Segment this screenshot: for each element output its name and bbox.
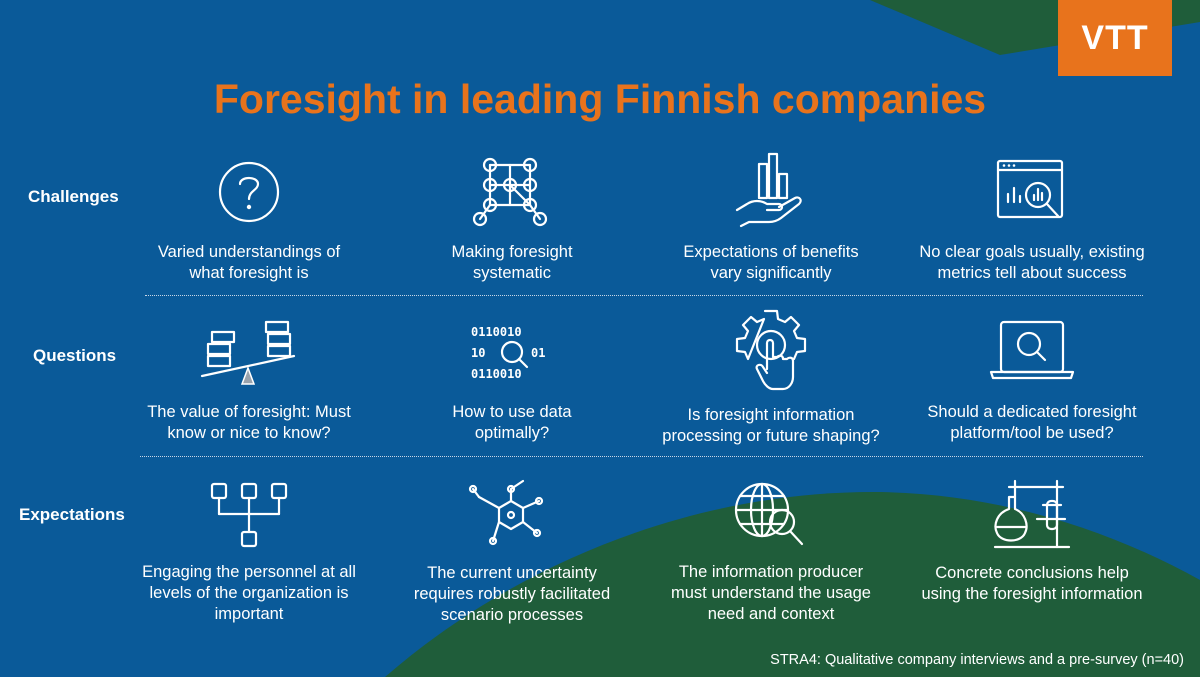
item-text-line: know or nice to know? [167, 424, 331, 442]
row-label-challenges: Challenges [28, 187, 119, 206]
challenge-item: Making foresight systematic [382, 155, 642, 284]
item-text-line: The information producer [678, 563, 864, 581]
item-text-line: vary significantly [710, 264, 832, 282]
binary-data-icon: 0110010 10 01 0110010 [471, 325, 545, 381]
item-text-line: Is foresight information [687, 406, 855, 424]
item-text-line: The value of foresight: Must [147, 403, 351, 421]
gear-touch-icon [735, 309, 807, 391]
question-item: Is foresight information processing or fu… [641, 307, 901, 447]
item-text-line: Engaging the personnel at all [142, 563, 356, 581]
item-text-line: No clear goals usually, existing [919, 243, 1145, 261]
item-text-line: Making foresight [451, 243, 573, 261]
item-text-line: How to use data [452, 403, 572, 421]
challenge-item: Varied understandings of what foresight i… [119, 158, 379, 284]
network-icon [472, 157, 548, 227]
item-text-line: metrics tell about success [937, 264, 1127, 282]
question-icon [218, 161, 280, 223]
item-text-line: need and context [707, 605, 835, 623]
item-text-line: levels of the organization is [149, 584, 349, 602]
row-divider [140, 456, 1143, 457]
lab-flask-icon [993, 479, 1071, 549]
svg-text:0110010: 0110010 [471, 367, 522, 381]
item-text-line: scenario processes [440, 606, 584, 624]
item-text-line: optimally? [474, 424, 550, 442]
expectation-item: The information producer must understand … [641, 478, 901, 625]
hierarchy-icon [210, 482, 288, 548]
item-text-line: what foresight is [189, 264, 309, 282]
item-text-line: requires robustly facilitated [413, 585, 611, 603]
item-text-line: important [214, 605, 284, 623]
expectation-item: Engaging the personnel at all levels of t… [119, 478, 379, 625]
svg-text:10: 10 [471, 346, 485, 360]
item-text-line: Should a dedicated foresight [927, 403, 1137, 421]
svg-text:0110010: 0110010 [471, 325, 522, 339]
question-item: The value of foresight: Must know or nice… [119, 318, 379, 444]
analytics-window-icon [996, 159, 1064, 219]
question-item: 0110010 10 01 0110010 How to use data opti… [382, 320, 642, 444]
challenge-item: No clear goals usually, existing metrics … [902, 158, 1162, 284]
vtt-logo: VTT [1058, 0, 1172, 76]
item-text-line: must understand the usage [671, 584, 871, 602]
item-text-line: processing or future shaping? [662, 427, 880, 445]
globe-search-icon [734, 482, 804, 546]
row-label-expectations: Expectations [19, 505, 125, 524]
item-text-line: Expectations of benefits [683, 243, 859, 261]
hand-chart-icon [735, 152, 802, 228]
row-divider [145, 295, 1143, 296]
expectation-item: Concrete conclusions help using the fores… [902, 475, 1162, 605]
item-text-line: The current uncertainty [427, 564, 597, 582]
item-text-line: platform/tool be used? [950, 424, 1114, 442]
row-label-questions: Questions [33, 346, 117, 365]
laptop-search-icon [989, 320, 1075, 380]
challenge-item: Expectations of benefits vary significant… [641, 152, 901, 284]
item-text-line: using the foresight information [921, 585, 1143, 603]
item-text-line: Varied understandings of [157, 243, 341, 261]
svg-text:01: 01 [531, 346, 545, 360]
page-title: Foresight in leading Finnish companies [213, 76, 987, 122]
item-text-line: systematic [473, 264, 551, 282]
expectation-item: The current uncertainty requires robustly… [382, 477, 642, 626]
item-text-line: Concrete conclusions help [935, 564, 1129, 582]
question-item: Should a dedicated foresight platform/too… [902, 318, 1162, 444]
source-footnote: STRA4: Qualitative company interviews an… [770, 652, 1184, 668]
molecule-icon [468, 479, 544, 546]
balance-icon [200, 320, 296, 385]
